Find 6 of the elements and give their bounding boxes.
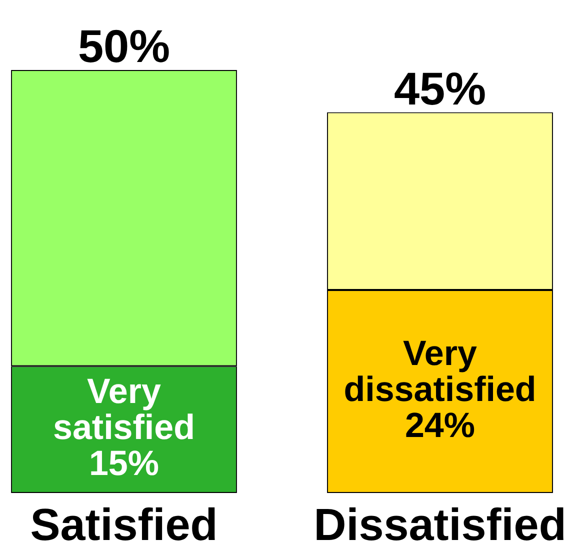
x-tick-label: Satisfied <box>30 498 218 550</box>
data-label: Very satisfied 15% <box>53 372 195 484</box>
total-label: 50% <box>78 20 170 72</box>
data-label: Very dissatisfied 24% <box>344 334 536 446</box>
total-label: 45% <box>394 62 486 114</box>
x-tick-label: Dissatisfied <box>314 498 566 550</box>
